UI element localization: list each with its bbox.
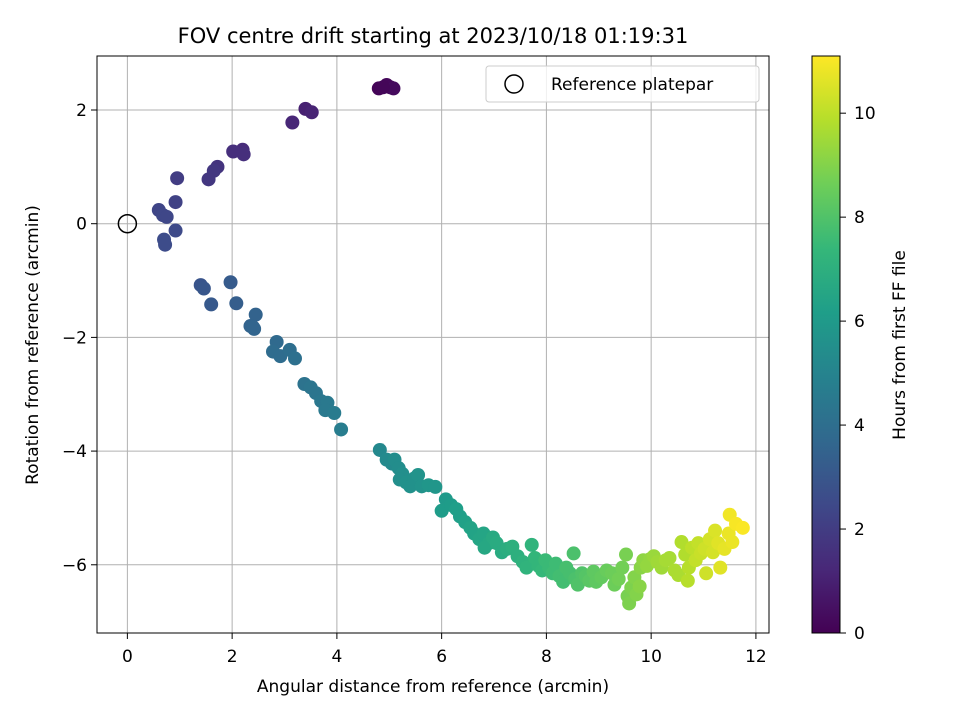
y-axis-label: Rotation from reference (arcmin) xyxy=(23,205,43,485)
x-axis-label: Angular distance from reference (arcmin) xyxy=(257,677,609,697)
y-tick-label: −6 xyxy=(62,556,87,576)
scatter-point xyxy=(725,535,740,550)
scatter-point xyxy=(713,560,728,575)
colorbar-tick-label: 0 xyxy=(854,624,865,644)
scatter-point xyxy=(158,237,173,252)
scatter-point xyxy=(566,546,581,561)
scatter-point xyxy=(196,281,211,296)
colorbar-tick-label: 10 xyxy=(854,104,876,124)
scatter-point xyxy=(170,171,185,186)
chart-title: FOV centre drift starting at 2023/10/18 … xyxy=(178,24,689,48)
legend-box xyxy=(485,65,760,103)
grid-lines xyxy=(97,56,769,633)
scatter-point xyxy=(304,105,319,120)
scatter-point xyxy=(334,422,349,437)
scatter-point xyxy=(248,307,263,322)
scatter-point xyxy=(699,566,714,581)
data-points xyxy=(151,77,750,611)
y-tick-label: 2 xyxy=(76,101,87,121)
scatter-point xyxy=(285,115,300,130)
scatter-point xyxy=(632,579,647,594)
scatter-point xyxy=(615,560,630,575)
scatter-point xyxy=(236,147,251,162)
scatter-point xyxy=(204,297,219,312)
scatter-point xyxy=(662,550,677,565)
scatter-point xyxy=(201,172,216,187)
y-tick-label: 0 xyxy=(76,215,87,235)
scatter-point xyxy=(229,296,244,311)
scatter-point xyxy=(159,209,174,224)
scatter-point xyxy=(428,479,443,494)
scatter-point xyxy=(223,275,238,290)
scatter-point xyxy=(375,80,390,95)
scatter-point xyxy=(386,81,401,96)
scatter-point xyxy=(519,560,534,575)
colorbar-tick-label: 6 xyxy=(854,312,865,332)
x-tick-label: 2 xyxy=(227,647,238,667)
x-tick-label: 0 xyxy=(122,647,133,667)
scatter-point xyxy=(168,195,183,210)
colorbar-label: Hours from first FF file xyxy=(890,250,910,440)
y-axis-ticks: −6 −4 −2 0 2 xyxy=(62,101,97,576)
scatter-point xyxy=(327,406,342,421)
scatter-point xyxy=(168,223,183,238)
scatter-point xyxy=(735,520,750,535)
scatter-point xyxy=(226,144,241,159)
colorbar-tick-label: 4 xyxy=(854,416,865,436)
x-tick-label: 12 xyxy=(745,647,767,667)
x-tick-label: 8 xyxy=(541,647,552,667)
scatter-point xyxy=(524,537,539,552)
x-axis-ticks: 0 2 4 6 8 10 12 xyxy=(122,633,767,667)
x-tick-label: 4 xyxy=(331,647,342,667)
scatter-point xyxy=(674,535,689,550)
legend-reference-marker xyxy=(504,74,524,94)
scatter-point xyxy=(708,523,723,538)
reference-platepar-marker xyxy=(117,213,138,234)
colorbar-ticks: 0 2 4 6 8 10 xyxy=(840,104,876,644)
scatter-point xyxy=(611,571,626,586)
scatter-point xyxy=(619,547,634,562)
scatter-point xyxy=(246,320,261,335)
x-tick-label: 6 xyxy=(436,647,447,667)
legend: Reference platepar xyxy=(485,65,760,103)
colorbar xyxy=(811,55,841,634)
colorbar-tick-label: 2 xyxy=(854,520,865,540)
x-tick-label: 10 xyxy=(640,647,662,667)
scatter-point xyxy=(477,540,492,555)
legend-label: Reference platepar xyxy=(551,75,713,95)
scatter-point xyxy=(287,351,302,366)
plot-frame xyxy=(96,55,770,634)
y-tick-label: −4 xyxy=(62,442,87,462)
colorbar-tick-label: 8 xyxy=(854,208,865,228)
scatter-point xyxy=(411,467,426,482)
scatter-point xyxy=(680,573,695,588)
y-tick-label: −2 xyxy=(62,328,87,348)
